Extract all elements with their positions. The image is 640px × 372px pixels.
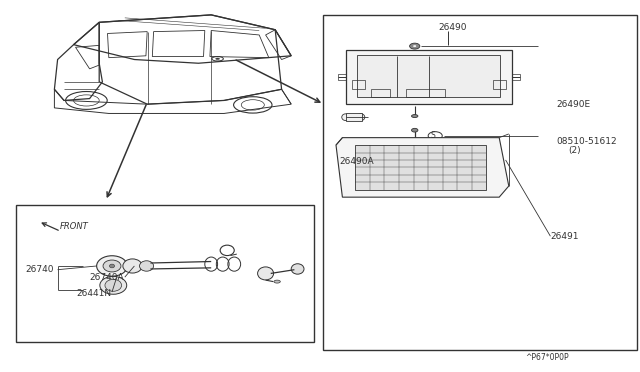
Bar	[406, 89, 445, 97]
Ellipse shape	[412, 128, 418, 132]
Text: 26740: 26740	[26, 265, 54, 274]
Bar	[371, 89, 390, 97]
Ellipse shape	[342, 114, 349, 121]
Ellipse shape	[109, 264, 115, 268]
Bar	[355, 145, 486, 190]
Bar	[512, 74, 520, 80]
Bar	[357, 55, 500, 97]
Ellipse shape	[410, 43, 420, 49]
Ellipse shape	[216, 58, 220, 60]
Ellipse shape	[100, 276, 127, 294]
Ellipse shape	[413, 45, 416, 47]
Ellipse shape	[357, 114, 365, 121]
Text: 08510-51612: 08510-51612	[557, 137, 618, 146]
Bar	[338, 74, 346, 80]
Ellipse shape	[123, 259, 142, 273]
Ellipse shape	[103, 260, 121, 272]
Bar	[493, 80, 506, 89]
Text: ^P67*0P0P: ^P67*0P0P	[525, 353, 568, 362]
Ellipse shape	[291, 264, 304, 274]
Text: FRONT: FRONT	[60, 222, 88, 231]
Bar	[346, 50, 512, 104]
Text: 26491: 26491	[550, 232, 579, 241]
Bar	[346, 113, 362, 121]
Polygon shape	[336, 138, 509, 197]
Ellipse shape	[97, 256, 127, 276]
Bar	[16, 205, 314, 342]
Ellipse shape	[257, 267, 274, 280]
Ellipse shape	[105, 279, 122, 291]
Bar	[352, 80, 365, 89]
Ellipse shape	[140, 261, 154, 271]
Text: 26441N: 26441N	[77, 289, 112, 298]
Text: 26490A: 26490A	[339, 157, 374, 166]
Text: (2): (2)	[568, 146, 581, 155]
Ellipse shape	[274, 280, 280, 283]
Text: S: S	[430, 131, 435, 140]
Text: 26740A: 26740A	[90, 273, 124, 282]
Ellipse shape	[412, 115, 418, 118]
Text: 26490: 26490	[438, 23, 467, 32]
Bar	[323, 15, 637, 350]
Text: 26490E: 26490E	[557, 100, 591, 109]
